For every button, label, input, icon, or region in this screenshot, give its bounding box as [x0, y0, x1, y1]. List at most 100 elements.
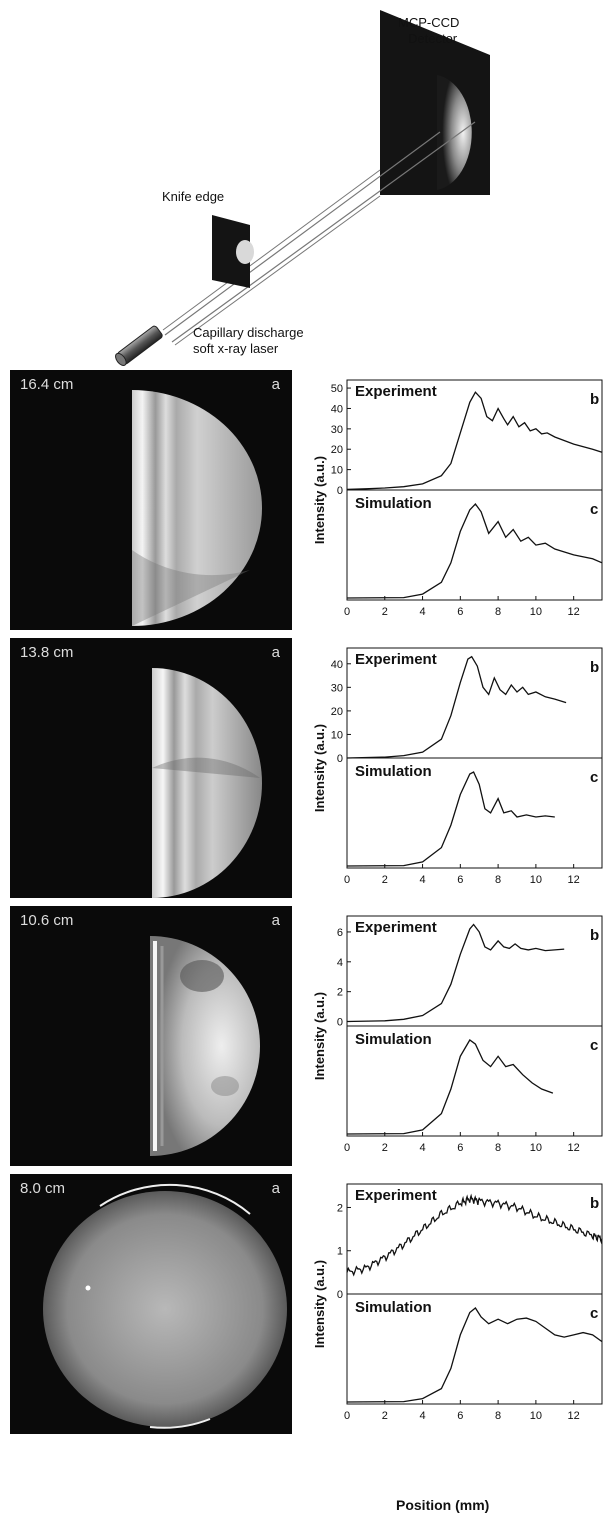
panel-letter-c: c	[590, 769, 598, 786]
panel-letter-b: b	[590, 1195, 599, 1212]
simulation-curve	[346, 1039, 554, 1135]
panel-letter: a	[271, 912, 280, 929]
simulation-label: Simulation	[355, 1031, 432, 1048]
x-tick-label: 6	[457, 1142, 463, 1154]
x-tick-label: 12	[568, 874, 580, 886]
y-tick-label: 10	[331, 465, 343, 477]
panel-distance-label: 10.6 cm	[20, 912, 74, 929]
beam-line	[162, 169, 381, 331]
panel-letter-c: c	[590, 1305, 598, 1322]
y-tick-label: 50	[331, 383, 343, 395]
y-tick-label: 40	[331, 403, 343, 415]
x-tick-label: 2	[382, 1142, 388, 1154]
detector-image-panel: 13.8 cm a	[10, 638, 292, 898]
panel-letter: a	[271, 1180, 280, 1197]
x-tick-label: 8	[495, 1410, 501, 1422]
y-tick-label: 20	[331, 444, 343, 456]
x-tick-label: 10	[530, 1410, 542, 1422]
panel-letter-b: b	[590, 927, 599, 944]
experiment-curve	[346, 391, 603, 491]
simulation-curve	[346, 1307, 603, 1403]
experiment-curve	[346, 1193, 603, 1277]
simulation-curve	[346, 502, 603, 599]
x-tick-label: 12	[568, 1142, 580, 1154]
simulation-label: Simulation	[355, 495, 432, 512]
panel-letter: a	[271, 376, 280, 393]
detector-image-panel: 16.4 cm a	[10, 370, 292, 630]
intensity-plot: 0 10 20 30 40 Experiment b Simulation c 0 2 4 6 8 10 12…	[300, 646, 604, 896]
y-tick-label: 0	[337, 753, 343, 765]
knife-edge-label: Knife edge	[162, 189, 224, 204]
detector-image	[132, 390, 262, 626]
beam-line	[174, 195, 381, 346]
detector-image-panel: 8.0 cm a	[10, 1174, 292, 1434]
y-axis-label: Intensity (a.u.)	[312, 992, 327, 1080]
experiment-label: Experiment	[355, 383, 437, 400]
x-tick-label: 2	[382, 606, 388, 618]
panel-distance-label: 13.8 cm	[20, 644, 74, 661]
detector-image	[150, 936, 260, 1156]
y-tick-label: 0	[337, 1289, 343, 1301]
x-tick-label: 4	[419, 1142, 425, 1154]
x-tick-label: 6	[457, 606, 463, 618]
y-tick-label: 0	[337, 1017, 343, 1029]
y-tick-label: 40	[331, 659, 343, 671]
x-tick-label: 10	[530, 606, 542, 618]
beam-line	[171, 121, 476, 343]
x-tick-label: 2	[382, 874, 388, 886]
intensity-plot: 0 1 2 Experiment b Simulation c 0 2 4 6 8 10 12 Intens…	[300, 1182, 604, 1432]
x-tick-label: 0	[344, 606, 350, 618]
y-tick-label: 10	[331, 729, 343, 741]
detector-image	[43, 1183, 287, 1429]
x-tick-label: 0	[344, 1410, 350, 1422]
laser-source	[115, 325, 163, 367]
beam-line	[164, 131, 441, 336]
simulation-curve	[346, 771, 555, 867]
detector-label: Detector	[408, 31, 458, 46]
panel-distance-label: 8.0 cm	[20, 1180, 66, 1197]
x-tick-label: 0	[344, 1142, 350, 1154]
x-tick-label: 4	[419, 1410, 425, 1422]
panel-letter-b: b	[590, 659, 599, 676]
x-tick-label: 6	[457, 1410, 463, 1422]
intensity-plot: 0 10 20 30 40 50 Experiment b Simulation c 0 2 4 6 8 10…	[300, 378, 604, 628]
simulation-label: Simulation	[355, 1299, 432, 1316]
knife-edge-aperture	[236, 240, 254, 264]
y-axis-label: Intensity (a.u.)	[312, 1260, 327, 1348]
y-tick-label: 0	[337, 485, 343, 497]
experiment-label: Experiment	[355, 919, 437, 936]
x-tick-label: 8	[495, 606, 501, 618]
detector-image	[152, 668, 262, 898]
x-tick-label: 4	[419, 874, 425, 886]
panel-letter: a	[271, 644, 280, 661]
detector-label: MCP-CCD	[398, 15, 459, 30]
x-tick-label: 10	[530, 1142, 542, 1154]
experimental-setup-schematic: MCP-CCD Detector Knife edge Capillary di…	[115, 10, 490, 367]
laser-label: soft x-ray laser	[193, 341, 279, 356]
y-tick-label: 1	[337, 1246, 343, 1258]
panel-letter-c: c	[590, 1037, 598, 1054]
y-tick-label: 4	[337, 957, 343, 969]
experiment-curve	[346, 655, 567, 759]
x-tick-label: 8	[495, 1142, 501, 1154]
x-tick-label: 2	[382, 1410, 388, 1422]
x-tick-label: 10	[530, 874, 542, 886]
detector-beam-spot	[437, 75, 472, 190]
panel-letter-c: c	[590, 501, 598, 518]
y-axis-label: Intensity (a.u.)	[312, 456, 327, 544]
experiment-label: Experiment	[355, 1187, 437, 1204]
x-tick-label: 12	[568, 606, 580, 618]
x-tick-label: 12	[568, 1410, 580, 1422]
y-axis-label: Intensity (a.u.)	[312, 724, 327, 812]
y-tick-label: 30	[331, 682, 343, 694]
panel-letter-b: b	[590, 391, 599, 408]
y-tick-label: 2	[337, 987, 343, 999]
intensity-plot: 0 2 4 6 Experiment b Simulation c 0 2 4 6 8 10 12 Inten…	[300, 914, 604, 1164]
y-tick-label: 2	[337, 1202, 343, 1214]
x-tick-label: 4	[419, 606, 425, 618]
simulation-label: Simulation	[355, 763, 432, 780]
y-tick-label: 6	[337, 927, 343, 939]
knife-edge-plate	[212, 215, 250, 288]
laser-label: Capillary discharge	[193, 325, 304, 340]
x-tick-label: 6	[457, 874, 463, 886]
